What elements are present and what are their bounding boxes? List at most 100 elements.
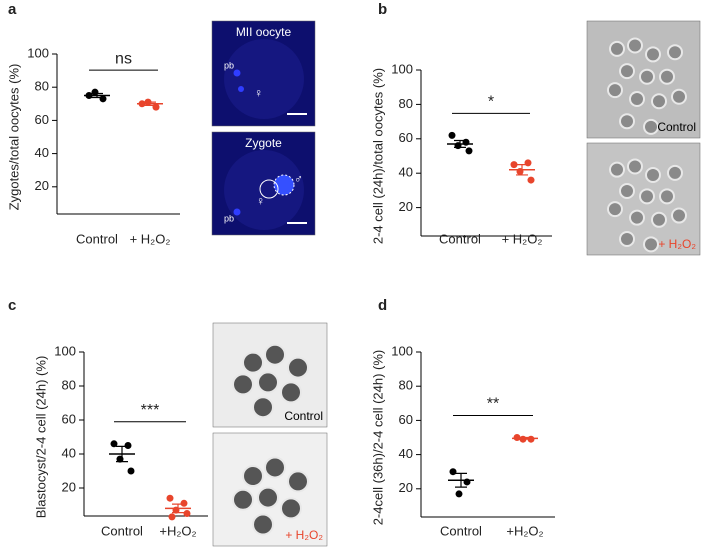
y-tick-label: 20 xyxy=(62,479,76,494)
y-tick-label: 60 xyxy=(399,412,413,427)
data-point xyxy=(152,103,160,111)
significance-label: * xyxy=(488,94,494,111)
image-annotation: pb xyxy=(224,213,234,223)
pronucleus xyxy=(259,179,279,199)
embryo xyxy=(609,161,625,178)
error-bar xyxy=(455,472,467,488)
error-bar xyxy=(116,445,128,463)
data-point xyxy=(524,159,532,167)
data-point xyxy=(99,95,107,103)
error-bar xyxy=(144,101,156,107)
embryo xyxy=(232,373,254,396)
data-point xyxy=(127,467,135,475)
image-label: + H₂O₂ xyxy=(658,237,696,251)
embryo xyxy=(671,88,687,105)
embryo xyxy=(257,371,279,394)
embryo xyxy=(242,351,264,374)
image-annotation: ♂ xyxy=(294,172,303,186)
data-point xyxy=(166,494,174,502)
embryo xyxy=(609,40,625,57)
y-axis-label: 2-4 cell (24h)/total oocytes (%) xyxy=(370,68,385,244)
error-bar xyxy=(91,92,103,99)
x-tick-label: + H₂O₂ xyxy=(130,231,171,246)
image-title: MII oocyte xyxy=(236,25,292,39)
oocyte xyxy=(224,150,304,230)
embryo xyxy=(242,465,264,488)
embryo xyxy=(643,118,659,135)
image-annotation: ♀ xyxy=(256,194,265,208)
embryo xyxy=(280,381,302,404)
image-annotation: pb xyxy=(224,60,234,70)
embryo xyxy=(252,396,274,419)
embryo xyxy=(629,91,645,107)
error-bar xyxy=(519,436,531,440)
y-tick-label: 40 xyxy=(399,165,413,180)
data-point xyxy=(513,434,521,441)
data-point xyxy=(448,131,456,139)
embryo xyxy=(639,188,655,205)
data-point xyxy=(527,176,535,184)
embryo xyxy=(659,68,675,85)
y-tick-label: 80 xyxy=(35,79,49,94)
significance-label: ** xyxy=(487,396,499,413)
embryo xyxy=(287,356,309,379)
data-point xyxy=(465,147,473,155)
x-tick-label: +H₂O₂ xyxy=(159,523,196,538)
embryo xyxy=(232,488,254,511)
y-tick-label: 20 xyxy=(35,178,49,193)
embryo xyxy=(651,211,667,228)
x-tick-label: Control xyxy=(440,523,482,538)
embryo xyxy=(627,158,643,175)
x-tick-label: Control xyxy=(439,231,481,246)
embryo xyxy=(264,456,286,479)
y-axis-label: 2-4cell (36h)/2-4 cell (24h) (%) xyxy=(370,350,385,526)
data-point xyxy=(180,499,188,507)
embryo xyxy=(643,236,659,253)
panel-label: c xyxy=(8,297,16,314)
image-title: Zygote xyxy=(245,136,282,150)
embryo xyxy=(645,167,661,183)
polar-body xyxy=(233,208,241,216)
x-tick-label: Control xyxy=(101,523,143,538)
embryo xyxy=(627,37,643,54)
embryo xyxy=(252,513,274,536)
error-bar xyxy=(516,164,528,176)
embryo xyxy=(645,46,661,63)
y-tick-label: 20 xyxy=(399,199,413,214)
embryo xyxy=(257,486,279,509)
panel-label: a xyxy=(8,1,17,18)
y-tick-label: 100 xyxy=(54,343,76,358)
embryo xyxy=(619,183,635,199)
x-tick-label: Control xyxy=(76,231,118,246)
embryo xyxy=(651,93,667,110)
embryo xyxy=(607,201,623,218)
embryo xyxy=(287,470,309,493)
y-tick-label: 80 xyxy=(399,96,413,111)
error-bar xyxy=(454,139,466,148)
image-annotation: ♀ xyxy=(254,86,263,100)
embryo xyxy=(659,188,675,205)
data-point xyxy=(183,510,191,517)
y-tick-label: 40 xyxy=(35,145,49,160)
data-point xyxy=(110,440,118,448)
embryo xyxy=(619,231,635,247)
embryo xyxy=(280,497,302,520)
data-point xyxy=(449,468,457,476)
y-tick-label: 20 xyxy=(399,480,413,495)
embryo xyxy=(667,44,683,61)
y-tick-label: 100 xyxy=(391,343,413,358)
image-label: Control xyxy=(284,409,323,423)
embryo xyxy=(264,343,286,366)
data-point xyxy=(124,442,132,449)
image-label: + H₂O₂ xyxy=(285,528,323,542)
embryo xyxy=(607,82,623,99)
y-axis-label: Zygotes/total oocytes (%) xyxy=(6,64,21,211)
embryo xyxy=(619,63,635,80)
y-axis-label: Blastocyst/2-4 cell (24h) (%) xyxy=(33,356,48,519)
significance-label: ns xyxy=(115,50,132,67)
polar-body xyxy=(233,69,241,77)
error-bar xyxy=(172,503,184,514)
embryo xyxy=(639,68,655,85)
embryo xyxy=(667,164,683,181)
